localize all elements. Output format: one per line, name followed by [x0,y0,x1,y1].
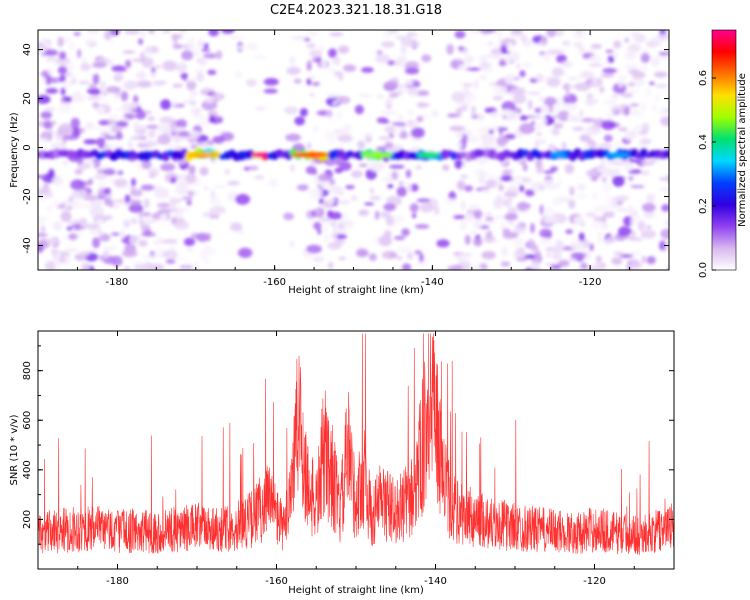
x-tick-label: -180 [106,277,129,288]
x-tick-label: -160 [263,277,286,288]
y-tick-label: 200 [22,510,33,529]
y-tick-label: 600 [22,411,33,430]
figure-title: C2E4.2023.321.18.31.G18 [270,3,442,18]
x-tick-label: -140 [424,576,447,587]
spectrogram-panel: -180 -160 -140 -120 -40 -20 0 20 40 Height of st… [9,29,670,296]
spectrogram-axes: -180 -160 -140 -120 -40 -20 0 20 40 [22,30,670,288]
x-tick-label: -180 [106,576,129,587]
y-tick-label: -40 [22,237,33,253]
colorbar-tick-label: 0.2 [698,198,709,214]
colorbar-ticks: 0.0 0.2 0.4 0.6 [698,70,716,278]
spectrogram-xlabel: Height of straight line (km) [288,285,424,296]
y-tick-label: -20 [22,188,33,204]
colorbar-tick-label: 0.0 [698,262,709,278]
snr-panel: -180 -160 -140 -120 200 400 600 800 Height of s… [9,330,675,596]
y-tick-label: 0 [22,144,33,150]
y-tick-label: 40 [22,43,33,56]
y-tick-label: 800 [22,361,33,380]
colorbar-tick-label: 0.4 [698,134,709,150]
spectrogram-ylabel: Frequency (Hz) [9,112,20,188]
snr-series-line [38,333,674,555]
colorbar: 0.0 0.2 0.4 0.6 Normalized spectral amplitu… [698,29,748,278]
spectrogram-heatmap [38,30,669,270]
x-tick-label: -120 [583,576,606,587]
y-tick-label: 400 [22,460,33,479]
x-tick-label: -140 [421,277,444,288]
colorbar-frame [711,29,737,271]
snr-axes: -180 -160 -140 -120 200 400 600 800 [22,331,675,587]
colorbar-label: Normalized spectral amplitude [737,73,748,227]
spectrogram-band [38,148,669,162]
x-tick-label: -120 [579,277,602,288]
x-tick-label: -160 [265,576,288,587]
y-tick-label: 20 [22,92,33,105]
snr-ylabel: SNR (10 * v/v) [9,414,20,485]
snr-xlabel: Height of straight line (km) [288,585,424,596]
colorbar-gradient [712,30,736,270]
colorbar-tick-label: 0.6 [698,70,709,86]
